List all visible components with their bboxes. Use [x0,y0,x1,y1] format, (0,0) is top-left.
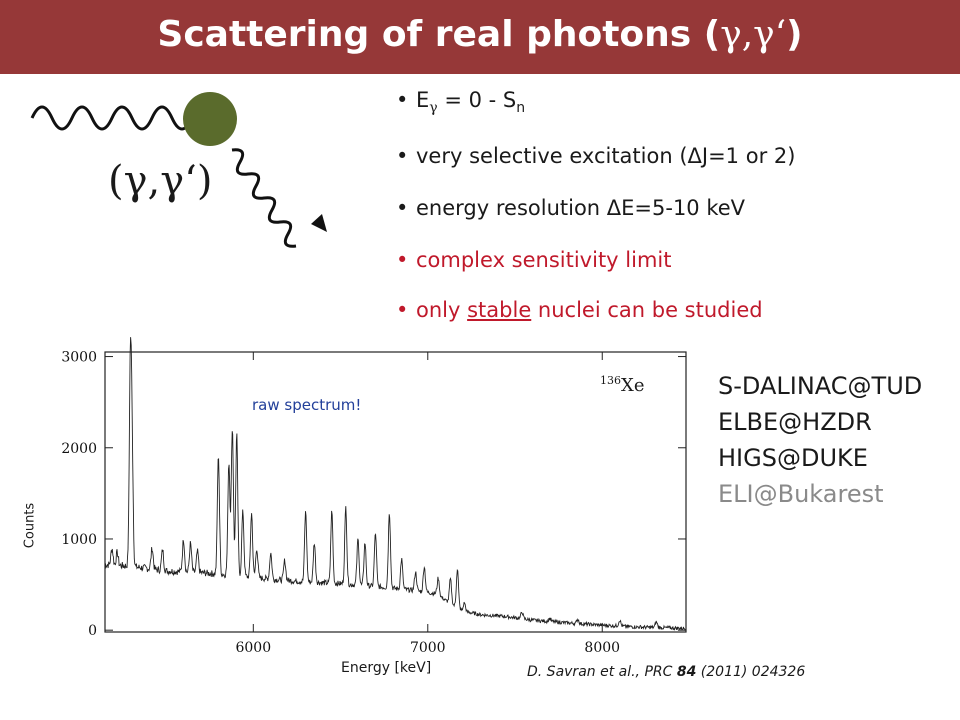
spectrum-chart: 0 1000 2000 3000 6000 7000 8000 [61,337,687,656]
y-tick-label: 2000 [61,441,97,457]
y-axis-label: Counts [22,502,38,549]
lab-sdalinac: S-DALINAC@TUD [718,372,923,400]
lab-elbe: ELBE@HZDR [718,408,872,436]
plot-frame [104,351,687,633]
citation: D. Savran et al., PRC 84 (2011) 024326 [527,664,806,680]
outgoing-photon-wave [231,148,297,248]
bullet-selective: very selective excitation (ΔJ=1 or 2) [396,144,795,168]
incoming-photon-wave [30,105,194,131]
lab-eli: ELI@Bukarest [718,480,884,508]
scattering-diagram [30,92,327,248]
reaction-label: (γ,γ‘) [108,158,213,204]
isotope-label: 136Xe [600,374,645,396]
bullet-resolution: energy resolution ΔE=5-10 keV [396,196,745,220]
underlined-stable: stable [467,298,532,322]
x-axis-label: Energy [keV] [341,660,432,676]
bullet-energy: Eγ = 0 - Sn [396,88,525,116]
y-tick-label: 0 [88,623,97,639]
x-tick-label: 6000 [235,640,271,656]
x-tick-label: 7000 [410,640,446,656]
spectrum-line [104,337,687,631]
title-greek: γ,γ‘ [720,14,787,55]
lab-higs: HIGS@DUKE [718,444,868,472]
x-tick-label: 8000 [584,640,620,656]
raw-spectrum-annotation: raw spectrum! [252,396,362,414]
y-tick-label: 1000 [61,532,97,548]
bullet-stable: only stable nuclei can be studied [396,298,763,322]
title-bar [0,0,960,74]
nucleus-ball [183,92,237,146]
y-tick-label: 3000 [61,350,97,366]
photon-arrowhead [311,214,327,232]
slide-title: Scattering of real photons (γ,γ‘) [157,14,803,55]
bullet-sensitivity: complex sensitivity limit [396,248,671,272]
facility-list: S-DALINAC@TUD ELBE@HZDR HIGS@DUKE ELI@Bu… [718,368,922,512]
